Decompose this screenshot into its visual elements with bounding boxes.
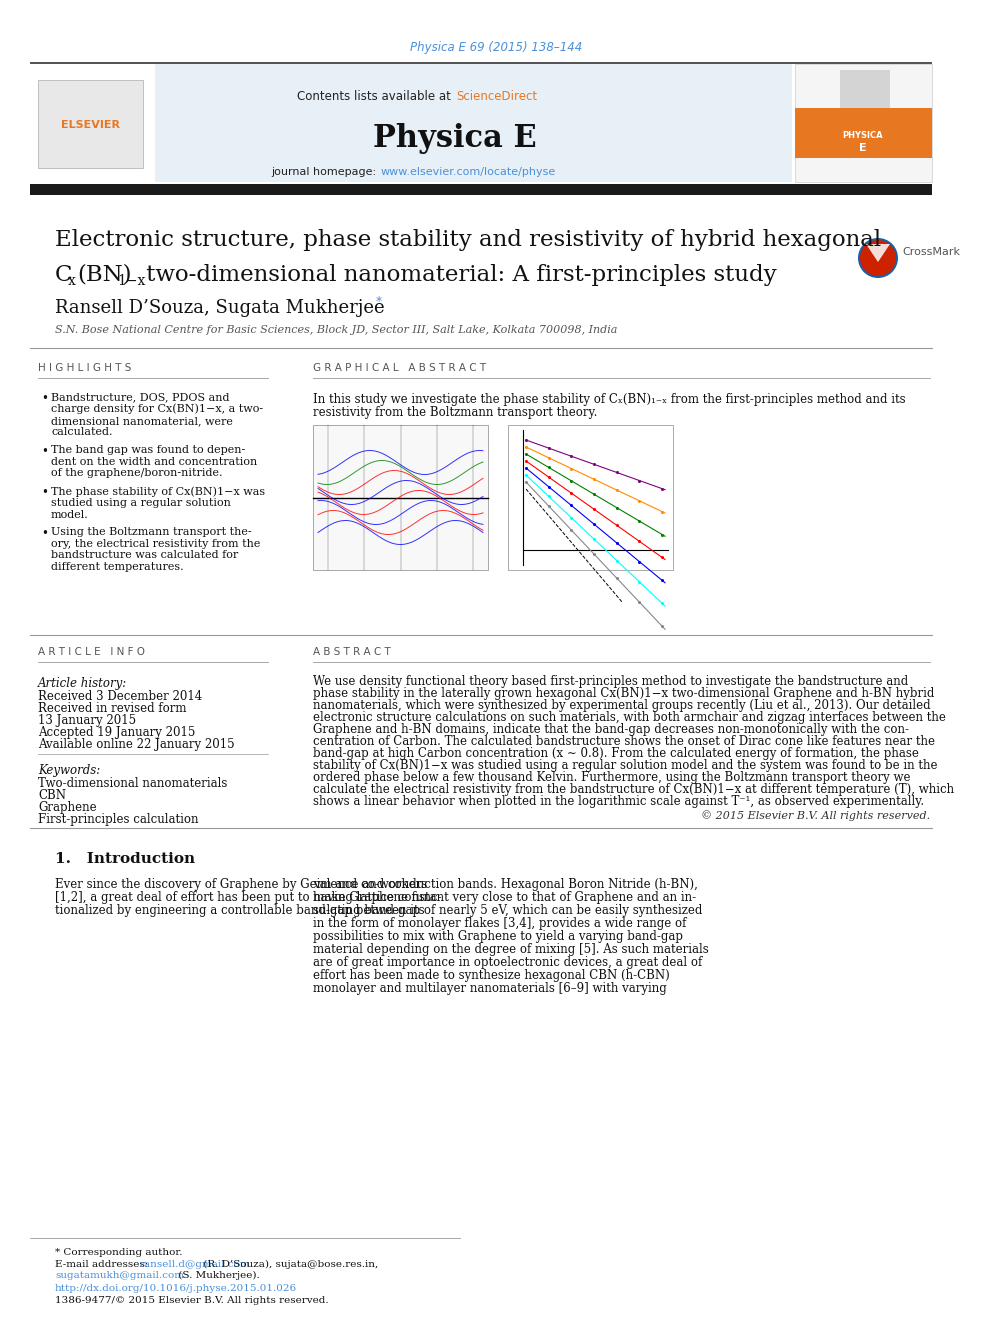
Text: Bandstructure, DOS, PDOS and
charge density for Cx(BN)1−x, a two-
dimensional na: Bandstructure, DOS, PDOS and charge dens…: [51, 392, 263, 438]
Text: sugatamukh@gmail.com: sugatamukh@gmail.com: [55, 1271, 184, 1279]
Text: electronic structure calculations on such materials, with both armchair and zigz: electronic structure calculations on suc…: [313, 710, 946, 724]
Text: two-dimensional nanomaterial: A first-principles study: two-dimensional nanomaterial: A first-pr…: [139, 265, 777, 286]
Text: Graphene and h-BN domains, indicate that the band-gap decreases non-monotonicall: Graphene and h-BN domains, indicate that…: [313, 722, 909, 736]
Circle shape: [858, 238, 898, 278]
Bar: [30, 184, 932, 194]
Text: material depending on the degree of mixing [5]. As such materials: material depending on the degree of mixi…: [313, 943, 708, 957]
Text: *: *: [376, 295, 382, 308]
Text: The band gap was found to depen-
dent on the width and concentration
of the grap: The band gap was found to depen- dent on…: [51, 445, 257, 478]
Text: Keywords:: Keywords:: [38, 763, 100, 777]
Text: stability of Cx(BN)1−x was studied using a regular solution model and the system: stability of Cx(BN)1−x was studied using…: [313, 759, 937, 773]
Text: (R. D’Souza), sujata@bose.res.in,: (R. D’Souza), sujata@bose.res.in,: [200, 1259, 378, 1269]
Text: ordered phase below a few thousand Kelvin. Furthermore, using the Boltzmann tran: ordered phase below a few thousand Kelvi…: [313, 771, 911, 785]
Text: A B S T R A C T: A B S T R A C T: [313, 647, 391, 658]
Text: S.N. Bose National Centre for Basic Sciences, Block JD, Sector III, Salt Lake, K: S.N. Bose National Centre for Basic Scie…: [55, 325, 617, 335]
Text: The phase stability of Cx(BN)1−x was
studied using a regular solution
model.: The phase stability of Cx(BN)1−x was stu…: [51, 486, 265, 520]
Bar: [30, 64, 792, 183]
Text: http://dx.doi.org/10.1016/j.physe.2015.01.026: http://dx.doi.org/10.1016/j.physe.2015.0…: [55, 1285, 298, 1293]
Text: Two-dimensional nanomaterials: Two-dimensional nanomaterials: [38, 777, 227, 790]
Text: Using the Boltzmann transport the-
ory, the electrical resistivity from the
band: Using the Boltzmann transport the- ory, …: [51, 527, 260, 572]
Text: •: •: [41, 445, 48, 458]
Bar: [795, 108, 932, 157]
Text: * Corresponding author.: * Corresponding author.: [55, 1248, 183, 1257]
Text: Ever since the discovery of Graphene by Geim and co-workers: Ever since the discovery of Graphene by …: [55, 878, 428, 890]
Text: A R T I C L E   I N F O: A R T I C L E I N F O: [38, 647, 145, 658]
Text: Contents lists available at: Contents lists available at: [298, 90, 455, 103]
Text: 1.   Introduction: 1. Introduction: [55, 852, 195, 867]
Text: •: •: [41, 527, 48, 540]
Text: journal homepage:: journal homepage:: [272, 167, 380, 177]
Text: having lattice constant very close to that of Graphene and an in-: having lattice constant very close to th…: [313, 890, 696, 904]
Bar: [313, 425, 488, 570]
Text: www.elsevier.com/locate/physe: www.elsevier.com/locate/physe: [381, 167, 557, 177]
Text: resistivity from the Boltzmann transport theory.: resistivity from the Boltzmann transport…: [313, 406, 597, 419]
Text: CBN: CBN: [38, 789, 66, 802]
Text: •: •: [41, 486, 48, 499]
Text: monolayer and multilayer nanomaterials [6–9] with varying: monolayer and multilayer nanomaterials […: [313, 982, 667, 995]
Circle shape: [860, 239, 896, 277]
Text: E-mail addresses:: E-mail addresses:: [55, 1259, 152, 1269]
Text: First-principles calculation: First-principles calculation: [38, 814, 198, 826]
Text: Graphene: Graphene: [38, 800, 96, 814]
Text: tionalized by engineering a controllable band-gap between its: tionalized by engineering a controllable…: [55, 904, 425, 917]
Text: Received in revised form: Received in revised form: [38, 703, 186, 714]
Text: Electronic structure, phase stability and resistivity of hybrid hexagonal: Electronic structure, phase stability an…: [55, 229, 881, 251]
Text: nanomaterials, which were synthesized by experimental groups recently (Liu et al: nanomaterials, which were synthesized by…: [313, 699, 930, 712]
Text: •: •: [41, 392, 48, 405]
Text: valence and conduction bands. Hexagonal Boron Nitride (h-BN),: valence and conduction bands. Hexagonal …: [313, 878, 698, 890]
Text: We use density functional theory based first-principles method to investigate th: We use density functional theory based f…: [313, 675, 909, 688]
Text: Received 3 December 2014: Received 3 December 2014: [38, 691, 202, 703]
Text: Article history:: Article history:: [38, 677, 127, 691]
Text: CrossMark: CrossMark: [902, 247, 960, 257]
Text: (S. Mukherjee).: (S. Mukherjee).: [175, 1271, 260, 1281]
Text: © 2015 Elsevier B.V. All rights reserved.: © 2015 Elsevier B.V. All rights reserved…: [701, 810, 930, 820]
Text: centration of Carbon. The calculated bandstructure shows the onset of Dirac cone: centration of Carbon. The calculated ban…: [313, 736, 935, 747]
Text: effort has been made to synthesize hexagonal CBN (h-CBN): effort has been made to synthesize hexag…: [313, 968, 670, 982]
Text: PHYSICA: PHYSICA: [842, 131, 883, 139]
Text: (BN): (BN): [77, 265, 132, 286]
Polygon shape: [866, 243, 890, 262]
Text: Physica E: Physica E: [373, 123, 537, 153]
Bar: [508, 425, 673, 570]
Bar: [38, 79, 143, 168]
Bar: [840, 70, 890, 108]
Text: H I G H L I G H T S: H I G H L I G H T S: [38, 363, 131, 373]
Text: ELSEVIER: ELSEVIER: [61, 120, 119, 130]
Text: band-gap at high Carbon concentration (x ∼ 0.8). From the calculated energy of f: band-gap at high Carbon concentration (x…: [313, 747, 919, 759]
Text: possibilities to mix with Graphene to yield a varying band-gap: possibilities to mix with Graphene to yi…: [313, 930, 683, 943]
Text: Available online 22 January 2015: Available online 22 January 2015: [38, 738, 235, 751]
Text: in the form of monolayer flakes [3,4], provides a wide range of: in the form of monolayer flakes [3,4], p…: [313, 917, 686, 930]
Text: C: C: [55, 265, 72, 286]
Text: x: x: [68, 274, 75, 288]
Text: ScienceDirect: ScienceDirect: [456, 90, 537, 103]
Text: Accepted 19 January 2015: Accepted 19 January 2015: [38, 726, 195, 740]
Text: are of great importance in optoelectronic devices, a great deal of: are of great importance in optoelectroni…: [313, 957, 702, 968]
Text: ransell.d@gmail.com: ransell.d@gmail.com: [140, 1259, 251, 1269]
Text: 1386-9477/© 2015 Elsevier B.V. All rights reserved.: 1386-9477/© 2015 Elsevier B.V. All right…: [55, 1297, 328, 1304]
Text: G R A P H I C A L   A B S T R A C T: G R A P H I C A L A B S T R A C T: [313, 363, 486, 373]
Text: 1−x: 1−x: [117, 274, 146, 288]
Text: shows a linear behavior when plotted in the logarithmic scale against T⁻¹, as ob: shows a linear behavior when plotted in …: [313, 795, 925, 808]
Bar: [30, 64, 155, 183]
Text: phase stability in the laterally grown hexagonal Cx(BN)1−x two-dimensional Graph: phase stability in the laterally grown h…: [313, 687, 934, 700]
Text: [1,2], a great deal of effort has been put to make Graphene func-: [1,2], a great deal of effort has been p…: [55, 890, 441, 904]
Text: Ransell D’Souza, Sugata Mukherjee: Ransell D’Souza, Sugata Mukherjee: [55, 299, 385, 318]
Text: sulating band-gap of nearly 5 eV, which can be easily synthesized: sulating band-gap of nearly 5 eV, which …: [313, 904, 702, 917]
Text: E: E: [859, 143, 867, 153]
Text: In this study we investigate the phase stability of Cₓ(BN)₁₋ₓ from the first-pri: In this study we investigate the phase s…: [313, 393, 906, 406]
Bar: [30, 62, 932, 64]
Text: calculate the electrical resistivity from the bandstructure of Cx(BN)1−x at diff: calculate the electrical resistivity fro…: [313, 783, 954, 796]
Text: Physica E 69 (2015) 138–144: Physica E 69 (2015) 138–144: [410, 41, 582, 54]
Text: 13 January 2015: 13 January 2015: [38, 714, 136, 728]
Bar: [795, 64, 932, 183]
